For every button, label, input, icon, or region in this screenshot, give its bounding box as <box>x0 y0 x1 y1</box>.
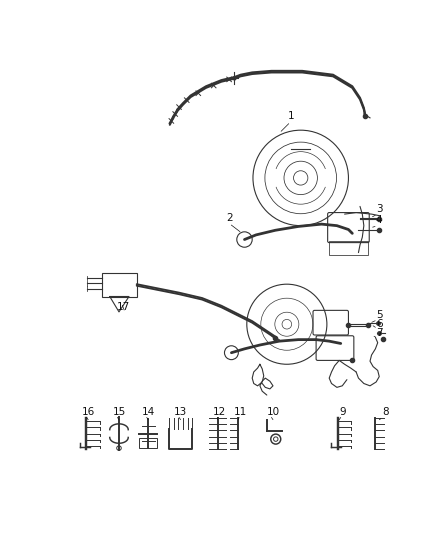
Text: 6: 6 <box>376 319 382 329</box>
Text: 5: 5 <box>376 310 382 320</box>
Bar <box>102 273 137 296</box>
Text: 2: 2 <box>226 213 233 223</box>
Text: 12: 12 <box>212 407 226 417</box>
Text: 9: 9 <box>339 407 346 417</box>
Text: 17: 17 <box>117 302 130 312</box>
Bar <box>139 438 158 448</box>
Text: 1: 1 <box>287 111 294 122</box>
Text: 7: 7 <box>376 328 382 338</box>
Bar <box>329 241 367 255</box>
Text: 15: 15 <box>113 407 126 417</box>
Text: 16: 16 <box>81 407 95 417</box>
Text: 11: 11 <box>234 407 247 417</box>
Text: 10: 10 <box>266 407 279 417</box>
Text: 14: 14 <box>141 407 155 417</box>
Text: 8: 8 <box>382 407 389 417</box>
Text: 4: 4 <box>376 215 382 225</box>
Text: 3: 3 <box>376 204 382 214</box>
Text: 13: 13 <box>174 407 187 417</box>
